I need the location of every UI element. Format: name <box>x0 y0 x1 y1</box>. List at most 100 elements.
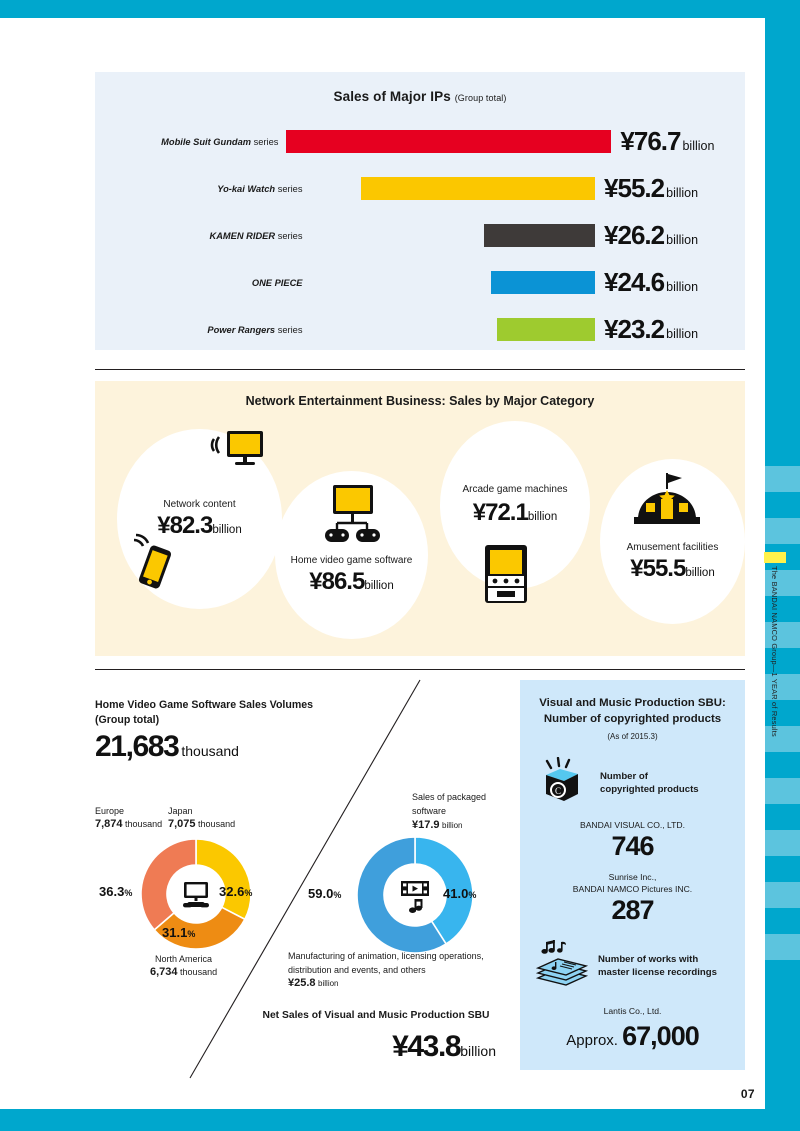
network-panel-title: Network Entertainment Business: Sales by… <box>245 394 595 408</box>
bubble-unit: billion <box>685 567 715 579</box>
side-stripe <box>765 830 800 856</box>
side-stripe <box>765 752 800 778</box>
packaged-label-line2: software <box>412 806 447 816</box>
ips-panel-title: Sales of Major IPs (Group total) <box>95 72 745 104</box>
net-sales-value: ¥43.8 <box>392 1030 461 1063</box>
bubble-amount: ¥55.5 <box>630 555 686 582</box>
bubble-value: ¥86.5billion <box>309 568 393 596</box>
ip-value: ¥76.7 billion <box>620 126 715 156</box>
packaged-label-line1: Sales of packaged <box>412 792 487 802</box>
home-video-donut-chart <box>140 838 252 950</box>
side-section-label: The BANDAI NAMCO Group—1 YEAR of Results <box>770 566 779 737</box>
region-volume: 7,874 <box>95 818 123 830</box>
copyright-title-line2: Number of copyrighted products <box>543 713 722 725</box>
ip-label: Power Rangers series <box>207 324 303 335</box>
bubble-value: ¥72.1billion <box>473 499 557 527</box>
page-number: 07 <box>740 1087 755 1101</box>
ip-bar <box>490 271 596 294</box>
home-video-title-line2: (Group total) <box>95 714 160 726</box>
bubble-unit: billion <box>364 579 394 592</box>
side-stripe <box>765 908 800 934</box>
copyright-block-1-heading: Number of copyrighted products <box>600 771 699 795</box>
count-lantis-row: Approx. 67,000 <box>520 1017 745 1052</box>
bubble-value: ¥55.5billion <box>630 555 714 583</box>
side-stripe <box>765 674 800 700</box>
ip-bar-track <box>311 177 596 200</box>
region-volume-unit: thousand <box>125 819 163 829</box>
side-tab-marker <box>764 552 786 563</box>
ip-value: ¥24.6 billion <box>604 267 699 297</box>
other-label-line1: Manufacturing of animation, licensing op… <box>288 951 484 961</box>
ip-bar-row: KAMEN RIDER series ¥26.2 billion <box>95 212 745 259</box>
bubble-label: Home video game software <box>290 554 413 566</box>
count-lantis: 67,000 <box>622 1021 700 1051</box>
bubble-label: Amusement facilities <box>626 542 719 553</box>
monitor-wireless-icon <box>205 429 265 476</box>
copyright-block-2-head: Number of works with master license reco… <box>520 926 745 995</box>
ip-label: Mobile Suit Gundam series <box>161 136 279 147</box>
count-bandai-visual: 746 <box>611 831 654 861</box>
side-stripe <box>765 518 800 544</box>
home-video-title: Home Video Game Software Sales Volumes (… <box>95 698 313 728</box>
ip-bar-row: ONE PIECE ¥24.6 billion <box>95 259 745 306</box>
ip-bar-row: Yo-kai Watch series ¥55.2 billion <box>95 165 745 212</box>
region-volume-unit: thousand <box>198 819 236 829</box>
svg-text:C: C <box>555 786 561 796</box>
side-stripe <box>765 804 800 830</box>
tv-gamepads-icon <box>183 882 209 908</box>
side-stripe-pattern <box>765 440 800 1000</box>
ip-value: ¥26.2 billion <box>604 220 699 250</box>
ip-bar-track <box>286 130 612 153</box>
divider-rule-1 <box>95 369 745 370</box>
bubble-amount: ¥82.3 <box>157 511 213 539</box>
region-volume: 7,075 <box>168 818 196 830</box>
game-console-icon <box>317 485 387 552</box>
arcade-cabinet-icon <box>483 545 529 612</box>
ip-label: ONE PIECE <box>251 277 303 288</box>
side-stripe <box>765 596 800 622</box>
net-sales-value-row: ¥43.8billion <box>256 1030 496 1064</box>
bubble-value: ¥82.3billion <box>157 512 241 540</box>
pct-japan: 32.6% <box>219 884 253 899</box>
net-sales-unit: billion <box>460 1043 496 1059</box>
region-label-europe: Europe 7,874 thousand <box>95 805 162 831</box>
copyright-as-of: (As of 2015.3) <box>607 732 658 741</box>
side-stripe <box>765 882 800 908</box>
bubble-unit: billion <box>527 510 558 523</box>
copyright-title-line1: Visual and Music Production SBU: <box>539 697 726 709</box>
ip-label: KAMEN RIDER series <box>209 230 303 241</box>
ip-bar <box>484 224 596 247</box>
ip-label: Yo-kai Watch series <box>217 183 303 194</box>
pct-other-operations: 59.0% <box>308 886 342 901</box>
smartphone-wireless-icon <box>128 533 182 596</box>
visual-music-donut-chart <box>356 836 474 954</box>
count-sunrise-pictures: 287 <box>611 895 654 925</box>
region-name: Europe <box>95 806 125 816</box>
home-video-total: 21,683 thousand <box>95 730 239 764</box>
packaged-value: ¥17.9 <box>412 819 440 831</box>
ip-bar-row: Mobile Suit Gundam series ¥76.7 billion <box>95 118 745 165</box>
bubble-amount: ¥86.5 <box>309 567 365 595</box>
ip-bar-track <box>311 224 596 247</box>
side-stripe <box>765 778 800 804</box>
bubble-label: Arcade game machines <box>462 483 568 495</box>
bubble-amount: ¥72.1 <box>472 498 529 526</box>
region-label-north-america: North America 6,734 thousand <box>150 953 217 979</box>
pct-north-america: 31.1% <box>162 925 196 940</box>
region-name: North America <box>155 954 213 964</box>
company-sunrise-line2: BANDAI NAMCO Pictures INC. <box>572 884 693 894</box>
net-sales-label: Net Sales of Visual and Music Production… <box>262 1010 490 1021</box>
ips-bar-list: Mobile Suit Gundam series ¥76.7 billion Yo-… <box>95 118 745 353</box>
company-bandai-visual: BANDAI VISUAL CO., LTD. <box>579 820 686 830</box>
ips-title-text: Sales of Major IPs <box>333 89 451 104</box>
diagonal-divider <box>189 679 421 1079</box>
other-operations-label: Manufacturing of animation, licensing op… <box>288 950 484 991</box>
side-stripe <box>765 934 800 960</box>
company-lantis: Lantis Co., Ltd. <box>603 1006 662 1016</box>
pct-europe: 36.3% <box>99 884 133 899</box>
other-value: ¥25.8 <box>288 977 316 989</box>
music-discs-icon <box>535 938 592 995</box>
amusement-dome-icon <box>630 473 704 536</box>
top-accent-bar <box>0 0 800 18</box>
